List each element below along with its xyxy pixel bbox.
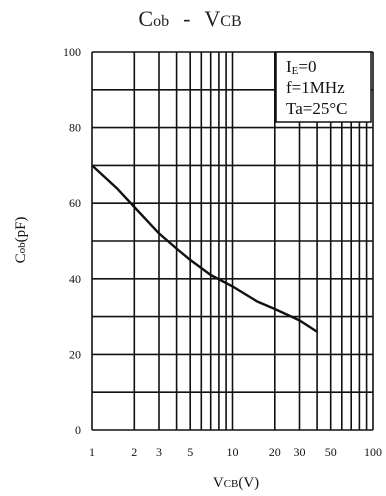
x-axis-label: VCB(V) [213,475,259,491]
y-tick-label: 100 [63,45,81,59]
plot-area [91,164,318,333]
x-tick-label: 50 [325,445,337,459]
cob-curve [91,164,318,333]
y-tick-label: 0 [75,423,81,437]
condition-frequency: f=1MHz [286,78,345,97]
y-axis-ticks: 0 20 40 60 80 100 [63,45,81,437]
x-tick-label: 30 [294,445,306,459]
condition-ie: IE=0 [286,57,317,77]
x-tick-label: 3 [156,445,162,459]
x-tick-label: 10 [227,445,239,459]
y-tick-label: 20 [69,347,81,361]
x-tick-label: 20 [269,445,281,459]
conditions-box [275,51,372,123]
x-tick-label: 5 [187,445,193,459]
x-tick-label: 2 [131,445,137,459]
condition-temperature: Ta=25°C [286,99,347,118]
x-tick-label: 1 [89,445,95,459]
y-tick-label: 80 [69,121,81,135]
y-tick-label: 40 [69,272,81,286]
x-axis-ticks: 1 2 3 5 10 20 30 50 100 [89,445,382,459]
y-tick-label: 60 [69,196,81,210]
y-axis-label: Cob(pF) [13,217,29,264]
chart-title: Cob - VCB [138,6,241,31]
x-tick-label: 100 [364,445,382,459]
